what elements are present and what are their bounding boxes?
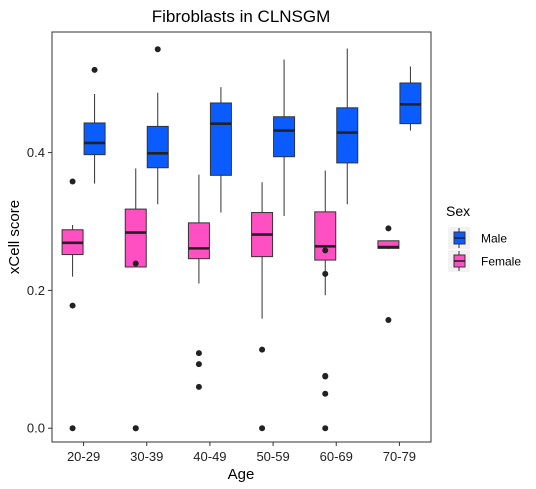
outlier-point: [322, 270, 329, 277]
box-body: [187, 222, 210, 260]
outlier-point: [195, 350, 202, 357]
y-tick-label: 0.2: [27, 283, 45, 298]
box-body: [314, 211, 337, 261]
legend-label: Male: [481, 232, 507, 246]
box-female-30-39: [124, 168, 147, 432]
x-tick-label: 20-29: [67, 449, 100, 464]
box-male-60-69: [336, 48, 359, 205]
x-axis: 20-29 30-39 40-49 50-59 60-69 70-79: [67, 442, 416, 464]
outlier-point: [132, 260, 139, 267]
outlier-point: [69, 302, 76, 309]
y-tick-label: 0.4: [27, 145, 45, 160]
box-female-40-49: [187, 174, 210, 390]
outlier-point: [154, 46, 161, 53]
outlier-point: [385, 317, 392, 324]
legend: Sex Male Female: [446, 203, 521, 272]
box-male-20-29: [83, 66, 106, 184]
outlier-point: [195, 383, 202, 390]
outlier-point: [322, 247, 329, 254]
outlier-point: [91, 66, 98, 73]
box-male-40-49: [209, 87, 232, 213]
y-axis: 0.0 0.2 0.4: [27, 145, 52, 436]
x-tick-label: 50-59: [256, 449, 289, 464]
outlier-point: [259, 346, 266, 353]
box-body: [124, 208, 147, 268]
x-tick-label: 30-39: [130, 449, 163, 464]
outlier-point: [322, 390, 329, 397]
box-female-20-29: [61, 178, 84, 432]
chart-title: Fibroblasts in CLNSGM: [152, 7, 331, 26]
outlier-point: [132, 425, 139, 432]
outlier-point: [195, 361, 202, 368]
legend-label: Female: [481, 255, 521, 269]
box-male-30-39: [146, 46, 169, 205]
y-axis-title: xCell score: [6, 200, 23, 274]
box-body: [83, 122, 106, 156]
legend-item-male: Male: [448, 227, 507, 249]
box-body: [209, 102, 232, 176]
x-tick-label: 70-79: [383, 449, 416, 464]
outlier-point: [69, 425, 76, 432]
box-female-70-79: [377, 225, 400, 324]
outlier-point: [259, 425, 266, 432]
plot-panel: [51, 31, 432, 443]
x-tick-label: 40-49: [193, 449, 226, 464]
legend-title: Sex: [446, 203, 470, 219]
box-female-50-59: [251, 182, 274, 432]
outlier-point: [322, 373, 329, 380]
box-female-60-69: [314, 170, 337, 432]
outlier-point: [322, 425, 329, 432]
box-male-50-59: [273, 59, 296, 216]
legend-item-female: Female: [448, 250, 521, 272]
box-body: [273, 116, 296, 158]
box-layer: [61, 46, 422, 432]
x-axis-title: Age: [228, 466, 255, 483]
outlier-point: [385, 225, 392, 232]
outlier-point: [69, 178, 76, 185]
y-tick-label: 0.0: [27, 421, 45, 436]
box-male-70-79: [399, 66, 422, 131]
x-tick-label: 60-69: [320, 449, 353, 464]
box-body: [336, 107, 359, 164]
box-body: [146, 125, 169, 169]
box-body: [377, 240, 400, 249]
